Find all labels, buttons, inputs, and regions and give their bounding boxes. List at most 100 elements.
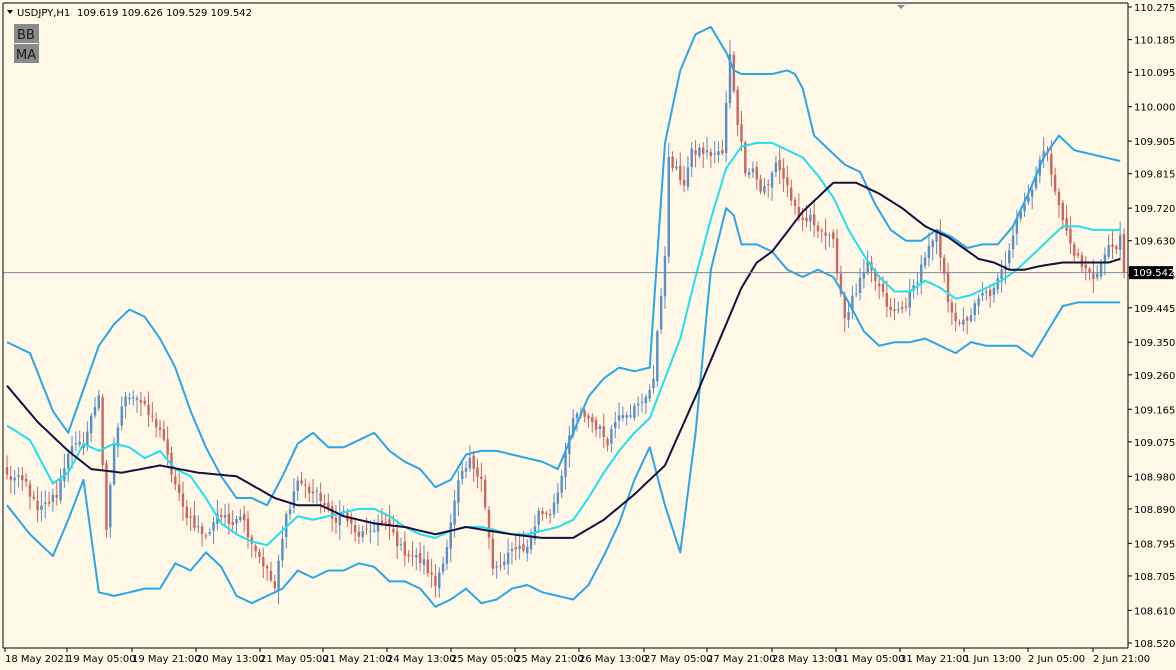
- candle-body: [1000, 269, 1003, 280]
- candle: [147, 391, 150, 427]
- candle: [483, 474, 487, 511]
- candle: [430, 559, 433, 588]
- candle: [816, 221, 820, 239]
- indicator-button-ma[interactable]: MA: [14, 44, 39, 63]
- candle-body: [434, 575, 437, 587]
- time-tick-label: 2 Jun 21:00: [1093, 654, 1150, 665]
- time-tick-label: 18 May 2021: [5, 654, 70, 665]
- candle: [399, 537, 403, 551]
- candle-body: [89, 415, 93, 434]
- indicator-button-bb[interactable]: BB: [14, 24, 39, 43]
- price-tick-label: 110.095: [1134, 68, 1175, 79]
- price-axis[interactable]: 110.275 110.185 110.095 110.000 109.905 109.8…: [1128, 3, 1175, 650]
- candle: [449, 513, 452, 563]
- candle-body: [430, 572, 433, 575]
- bb-button-background[interactable]: [14, 24, 39, 43]
- candle-body: [124, 396, 127, 407]
- candle-body: [587, 415, 590, 419]
- collapse-arrow-icon[interactable]: [7, 10, 13, 14]
- ohlc-values: 109.619 109.626 109.529 109.542: [77, 8, 252, 19]
- candle: [189, 507, 192, 532]
- candle-body: [487, 509, 491, 538]
- candle-body: [629, 415, 632, 417]
- candle: [671, 151, 674, 172]
- candle: [789, 179, 793, 206]
- candle-body: [518, 545, 521, 550]
- candle: [89, 412, 93, 443]
- candle-body: [946, 271, 950, 302]
- candle: [866, 250, 869, 276]
- candle-body: [640, 401, 644, 403]
- candle-body: [399, 544, 403, 546]
- time-tick-label: 28 May 13:00: [772, 654, 841, 665]
- candle: [1122, 228, 1126, 279]
- candle-body: [889, 306, 892, 311]
- time-tick-label: 2 Jun 05:00: [1028, 654, 1085, 665]
- candle-body: [1034, 174, 1038, 188]
- candle: [598, 424, 602, 439]
- candle: [292, 478, 296, 514]
- candle-body: [28, 484, 32, 497]
- candle-body: [395, 531, 399, 547]
- candle: [954, 302, 957, 332]
- candle-body: [457, 480, 460, 503]
- candle: [403, 531, 407, 567]
- candle: [204, 532, 208, 540]
- candle-body: [606, 438, 609, 446]
- candle: [747, 168, 751, 179]
- candle: [698, 143, 701, 159]
- candle-body: [1011, 235, 1015, 250]
- bollinger-middle-band: [6, 141, 1121, 547]
- candle: [1103, 247, 1107, 276]
- candle: [908, 278, 911, 317]
- candle: [468, 445, 472, 472]
- candle-body: [330, 506, 334, 519]
- candle: [1092, 259, 1095, 293]
- candle-body: [1050, 154, 1053, 175]
- candle-body: [403, 541, 407, 556]
- candle-body: [1027, 197, 1030, 203]
- candle-body: [177, 484, 181, 494]
- time-tick-label: 27 May 21:00: [707, 654, 776, 665]
- candle: [916, 272, 919, 296]
- candle-body: [281, 539, 284, 561]
- candle-body: [9, 476, 13, 480]
- candle-body: [231, 521, 234, 525]
- candle: [55, 481, 58, 506]
- candle: [667, 142, 670, 264]
- candle-body: [717, 151, 720, 155]
- candle-body: [67, 454, 70, 469]
- candle: [457, 470, 460, 517]
- candle: [1065, 204, 1068, 237]
- price-tick-label: 108.610: [1134, 606, 1175, 617]
- candle: [904, 297, 908, 312]
- candle: [1084, 256, 1087, 281]
- candle-body: [904, 306, 908, 308]
- ma-button-background[interactable]: [14, 44, 39, 63]
- candle: [675, 158, 678, 171]
- candle: [663, 246, 667, 309]
- candle-body: [357, 531, 361, 537]
- candle-body: [220, 515, 223, 518]
- time-tick-label: 31 May 05:00: [836, 654, 905, 665]
- candle: [717, 141, 720, 163]
- candle-body: [816, 225, 820, 232]
- candle-body: [705, 150, 709, 153]
- candle-body: [483, 479, 487, 508]
- candle: [415, 547, 418, 571]
- candle: [441, 556, 445, 575]
- candle: [931, 238, 934, 261]
- shift-marker-icon[interactable]: [897, 5, 905, 9]
- candle: [200, 522, 204, 547]
- candle-body: [1061, 202, 1064, 221]
- candle: [702, 142, 705, 168]
- candle: [548, 508, 552, 524]
- candle: [985, 288, 988, 301]
- candle-body: [755, 166, 758, 180]
- candle: [239, 509, 242, 523]
- candle-body: [1088, 269, 1091, 273]
- candle-body: [82, 444, 85, 448]
- candle: [503, 553, 506, 570]
